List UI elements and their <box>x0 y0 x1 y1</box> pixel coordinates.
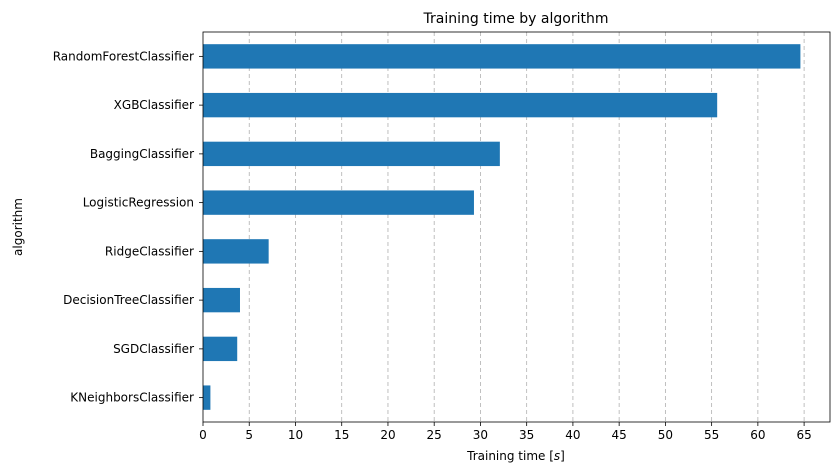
grid <box>248 32 805 422</box>
bar-kneighborsclassifier <box>203 385 211 410</box>
plot-frame <box>202 31 831 423</box>
y-tick-label: RandomForestClassifier <box>53 49 194 63</box>
x-tick-label: 20 <box>380 428 395 442</box>
x-axis: 0 5 10 15 20 25 30 35 40 45 50 55 60 65 <box>199 422 812 442</box>
bar-baggingclassifier <box>203 141 500 167</box>
y-tick-label: XGBClassifier <box>114 98 194 112</box>
x-tick-label: 5 <box>245 428 253 442</box>
y-tick-label: KNeighborsClassifier <box>70 391 194 405</box>
chart-title: Training time by algorithm <box>423 11 609 27</box>
x-tick-label: 35 <box>519 428 534 442</box>
y-tick-label: SGDClassifier <box>113 342 194 356</box>
y-axis: RandomForestClassifier XGBClassifier Baggi… <box>53 49 203 405</box>
bar-xgbclassifier <box>203 92 718 118</box>
x-tick-label: 25 <box>427 428 442 442</box>
x-tick-label: 50 <box>658 428 673 442</box>
y-tick-label: DecisionTreeClassifier <box>63 293 194 307</box>
y-tick-label: LogisticRegression <box>83 196 194 210</box>
bars <box>203 44 801 410</box>
x-tick-label: 45 <box>612 428 627 442</box>
x-tick-label: 40 <box>565 428 580 442</box>
bar-decisiontreeclassifier <box>203 287 240 313</box>
x-tick-label: 55 <box>704 428 719 442</box>
x-tick-label: 30 <box>473 428 488 442</box>
bar-randomforestclassifier <box>203 44 801 69</box>
y-tick-label: BaggingClassifier <box>90 147 194 161</box>
x-tick-label: 65 <box>796 428 811 442</box>
x-axis-label: Training time [s] <box>466 449 565 463</box>
y-tick-label: RidgeClassifier <box>105 244 194 258</box>
x-tick-label: 60 <box>750 428 765 442</box>
bar-logisticregression <box>203 190 474 215</box>
y-axis-label: algorithm <box>11 198 25 256</box>
x-tick-label: 15 <box>334 428 349 442</box>
x-tick-label: 0 <box>199 428 207 442</box>
x-tick-label: 10 <box>288 428 303 442</box>
bar-ridgeclassifier <box>203 239 269 264</box>
bar-sgdclassifier <box>203 336 238 362</box>
